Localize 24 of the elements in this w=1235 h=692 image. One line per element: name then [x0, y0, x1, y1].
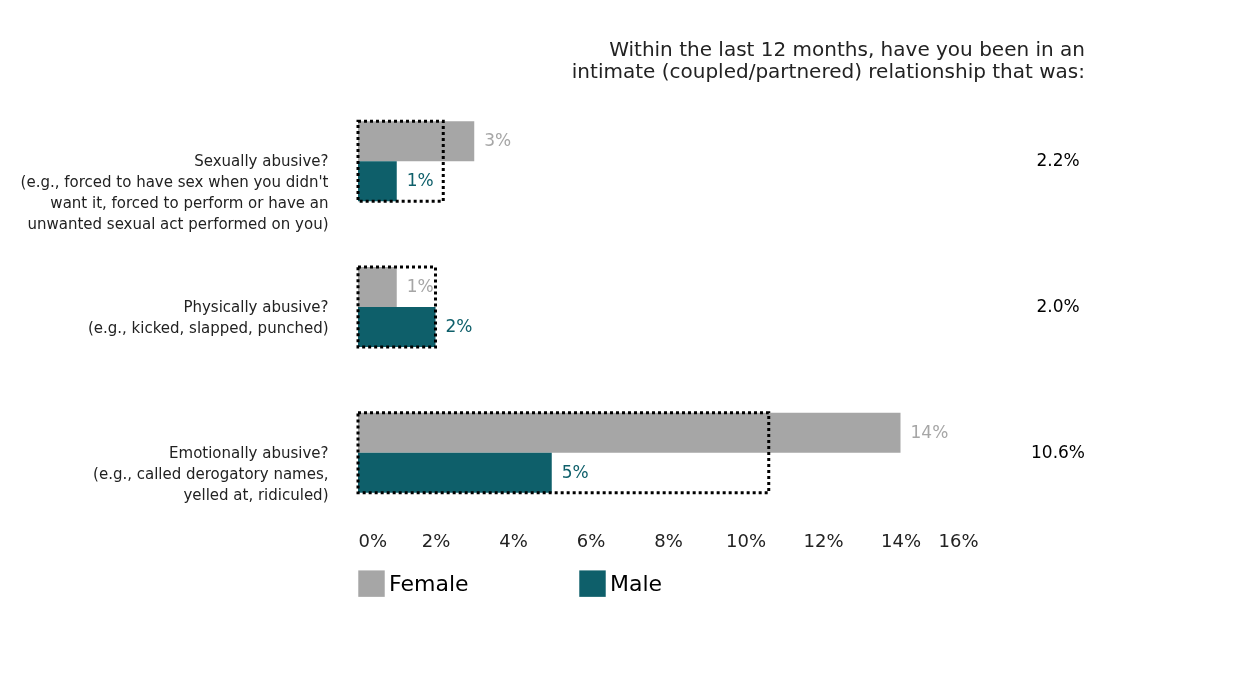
data-label: 2% [445, 316, 473, 337]
data-label: 14% [910, 421, 949, 442]
data-label: 2.2% [1036, 150, 1080, 171]
x-tick-label: 8% [654, 529, 683, 551]
x-tick-label: 0% [358, 529, 388, 551]
x-tick-label: 10% [725, 529, 767, 551]
y-tick-label: Physically abusive? (e.g., kicked, slapped, punched) [87, 298, 329, 337]
y-tick-label: Emotionally abusive? (e.g., called derogatory names, yelled at, ridiculed) [93, 443, 329, 504]
x-tick-label: 2% [421, 529, 451, 551]
data-label: 1% [406, 275, 434, 296]
x-tick-label: 6% [576, 529, 606, 551]
data-label: 10.6% [1030, 441, 1086, 462]
x-tick-label: 16% [938, 529, 979, 551]
data-label: 5% [561, 461, 589, 482]
data-label: 3% [484, 130, 512, 151]
chart-title: Within the last 12 months, have you been in an intimate (coupled/partnered) relationship that was: [571, 37, 1085, 83]
data-label: 2.0% [1036, 296, 1080, 316]
y-tick-label: Sexually abusive? (e.g., forced to have sex when you didn't want it, forced to perform or have an unwanted sexual act performed on you) [20, 152, 329, 234]
x-tick-label: 12% [803, 529, 844, 551]
legend-label: Female [389, 570, 469, 596]
x-tick-label: 4% [499, 529, 528, 551]
x-tick-label: 14% [880, 529, 922, 551]
data-label: 1% [406, 170, 434, 191]
legend-label: Male [610, 570, 663, 596]
